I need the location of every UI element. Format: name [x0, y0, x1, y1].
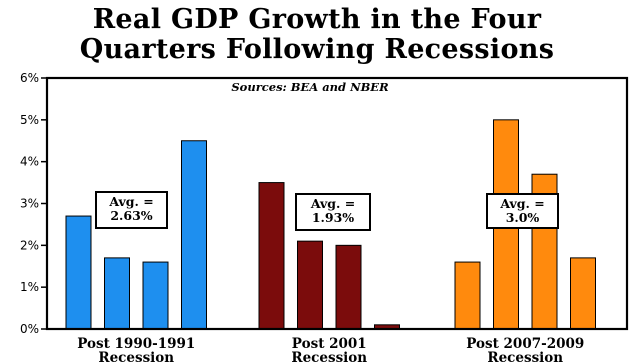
average-label: 1.93% — [312, 210, 354, 225]
bar — [570, 257, 596, 330]
bar — [258, 182, 285, 330]
bar — [454, 261, 481, 330]
group-label: Recession — [487, 350, 563, 364]
average-label: 3.0% — [506, 210, 540, 225]
bar — [65, 215, 92, 330]
average-box — [486, 193, 559, 229]
y-tick-label: 2% — [20, 238, 39, 252]
bar — [142, 261, 169, 330]
group-label: Post 1990-1991 — [77, 336, 195, 352]
average-box — [295, 193, 371, 231]
group-label: Post 2001 — [292, 336, 367, 352]
group-label: Post 2007-2009 — [466, 336, 584, 352]
y-tick-label: 6% — [20, 71, 39, 85]
average-box — [95, 191, 168, 229]
average-label: Avg. = — [499, 196, 544, 211]
y-tick-label: 1% — [20, 280, 39, 294]
y-tick-label: 4% — [20, 155, 39, 169]
y-tick-label: 5% — [20, 113, 39, 127]
bar — [104, 257, 130, 330]
average-label: 2.63% — [110, 208, 152, 223]
average-label: Avg. = — [108, 194, 153, 209]
bar — [335, 244, 362, 330]
group-label: Recession — [98, 350, 174, 364]
average-label: Avg. = — [310, 196, 355, 211]
group-label: Recession — [291, 350, 367, 364]
chart-title-line-1: Real GDP Growth in the Four — [92, 4, 542, 35]
bar — [181, 140, 207, 330]
y-tick-label: 0% — [20, 322, 39, 336]
source-note: Sources: BEA and NBER — [231, 80, 388, 94]
y-tick-label: 3% — [20, 197, 39, 211]
bar — [297, 240, 323, 330]
chart-title-line-2: Quarters Following Recessions — [79, 34, 555, 65]
